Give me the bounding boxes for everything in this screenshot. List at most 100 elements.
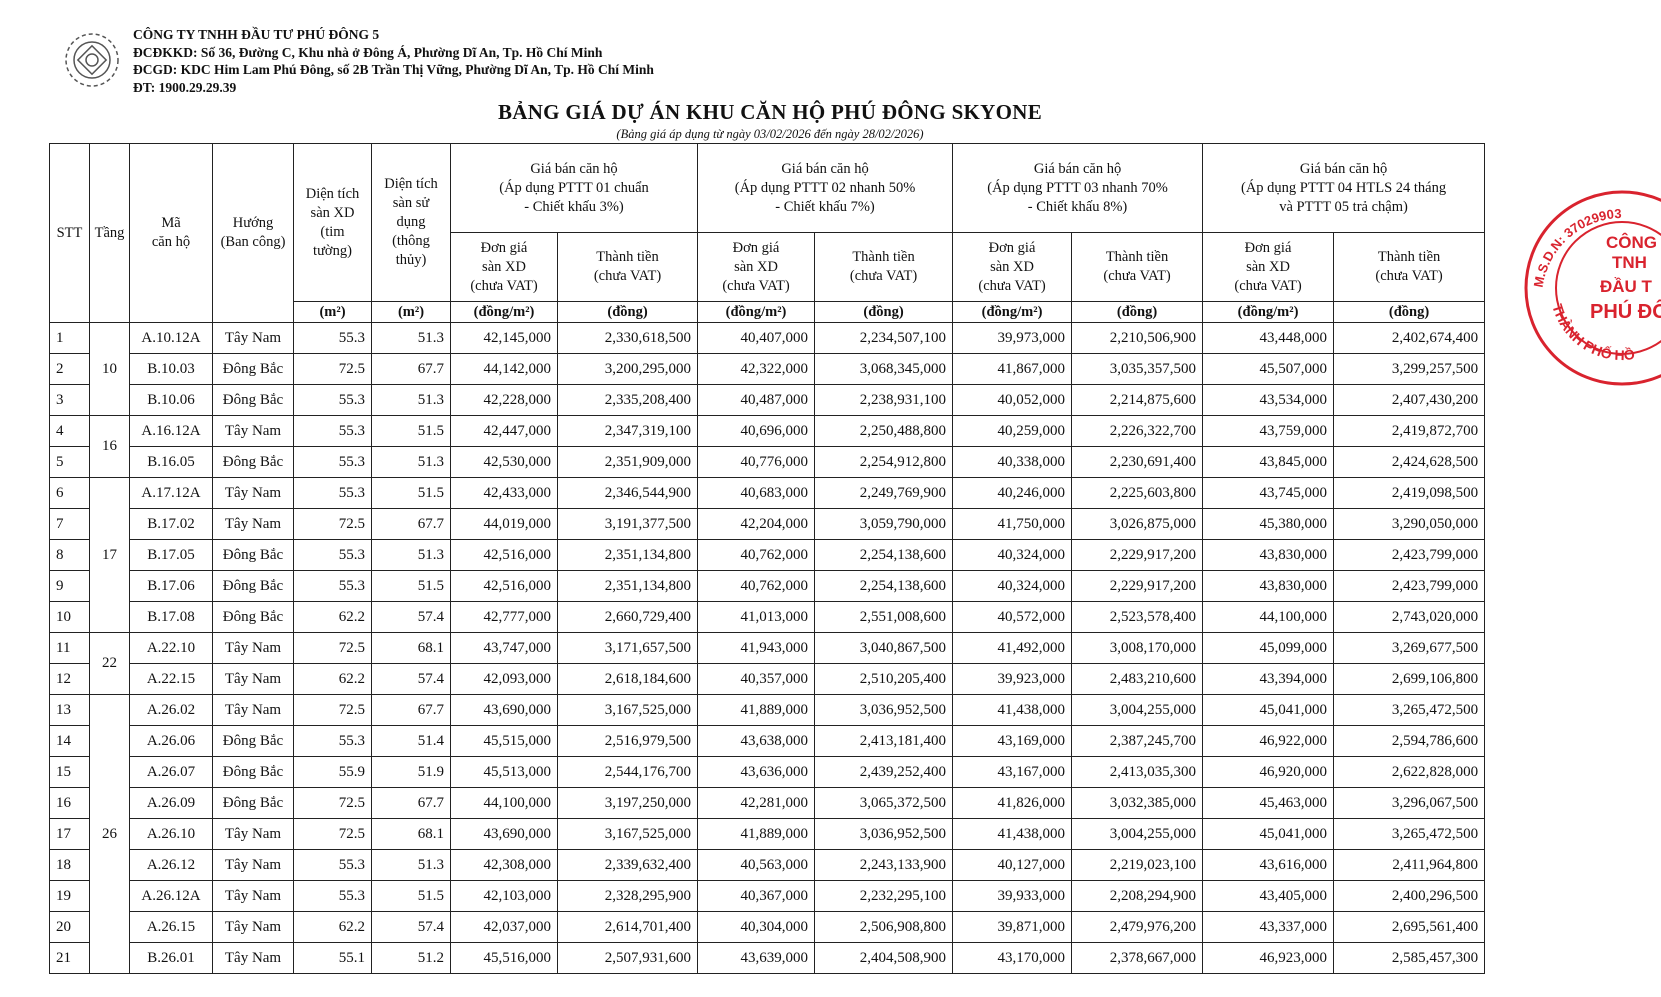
unit-code: A.22.15 bbox=[129, 663, 213, 695]
direction: Tây Nam bbox=[212, 663, 294, 695]
total-price: 3,200,295,000 bbox=[556, 353, 699, 385]
floor: 22 bbox=[89, 632, 130, 695]
total-price: 2,243,133,900 bbox=[814, 849, 954, 881]
usable-area: 51.3 bbox=[371, 322, 451, 354]
usable-area: 51.5 bbox=[371, 415, 451, 447]
unit-price: 44,142,000 bbox=[450, 353, 558, 385]
total-price: 2,551,008,600 bbox=[814, 601, 954, 633]
built-area: 55.3 bbox=[293, 446, 372, 478]
unit-price: 43,169,000 bbox=[952, 725, 1073, 757]
total-price: 2,585,457,300 bbox=[1333, 942, 1486, 974]
unit-price: 42,308,000 bbox=[450, 849, 558, 881]
header-line: (chưa VAT) bbox=[722, 277, 790, 294]
header-cell: Thành tiền (chưa VAT) bbox=[556, 232, 699, 302]
unit-price: 44,100,000 bbox=[450, 787, 558, 819]
unit-price: 39,973,000 bbox=[952, 322, 1073, 354]
total-price: 2,378,667,000 bbox=[1071, 942, 1204, 974]
total-price: 3,197,250,000 bbox=[556, 787, 699, 819]
usable-area: 51.3 bbox=[371, 384, 451, 416]
unit-code: B.17.08 bbox=[129, 601, 213, 633]
row-number: 17 bbox=[49, 818, 90, 850]
header-cell: Mã căn hộ bbox=[129, 143, 213, 323]
total-price: 2,249,769,900 bbox=[814, 477, 954, 509]
data-row: 17 A.26.10 Tây Nam 72.5 68.1 43,690,000 3,167,… bbox=[49, 818, 1486, 850]
direction: Tây Nam bbox=[212, 632, 294, 664]
header-line: (chưa VAT) bbox=[1375, 268, 1443, 284]
header-line: (chưa VAT) bbox=[1234, 277, 1302, 294]
header-line: Giá bán căn hộ bbox=[1299, 160, 1388, 177]
unit-cell: (đồng) bbox=[556, 301, 699, 323]
built-area: 72.5 bbox=[293, 694, 372, 726]
floor: 17 bbox=[89, 477, 130, 633]
header-line: Thành tiền bbox=[1105, 249, 1169, 265]
built-area: 62.2 bbox=[293, 601, 372, 633]
header-cell: Đơn giá sàn XD (chưa VAT) bbox=[952, 232, 1073, 302]
total-price: 3,265,472,500 bbox=[1333, 818, 1486, 850]
title: BẢNG GIÁ DỰ ÁN KHU CĂN HỘ PHÚ ĐÔNG SKYON… bbox=[497, 100, 1043, 124]
header-line: (chưa VAT) bbox=[1103, 268, 1171, 284]
direction: Đông Bắc bbox=[212, 353, 294, 385]
header-line: Đơn giá bbox=[988, 239, 1036, 256]
data-row: 21 B.26.01 Tây Nam 55.1 51.2 45,516,000 2,507,… bbox=[49, 942, 1486, 974]
total-price: 2,232,295,100 bbox=[814, 880, 954, 912]
built-area: 72.5 bbox=[293, 818, 372, 850]
header-line: Giá bán căn hộ bbox=[530, 160, 618, 177]
header-line: sàn sử bbox=[392, 195, 430, 211]
total-price: 2,254,912,800 bbox=[814, 446, 954, 478]
unit-price: 42,322,000 bbox=[697, 353, 816, 385]
unit-price: 42,777,000 bbox=[450, 601, 558, 633]
total-price: 2,743,020,000 bbox=[1333, 601, 1486, 633]
total-price: 2,387,245,700 bbox=[1071, 725, 1204, 757]
usable-area: 51.3 bbox=[371, 446, 451, 478]
unit-price: 39,933,000 bbox=[952, 880, 1073, 912]
row-number: 13 bbox=[49, 694, 90, 726]
total-price: 2,614,701,400 bbox=[556, 911, 699, 943]
total-price: 2,254,138,600 bbox=[814, 570, 954, 602]
unit-price: 43,690,000 bbox=[450, 818, 558, 850]
unit-price: 43,830,000 bbox=[1202, 539, 1335, 571]
unit-price: 41,750,000 bbox=[952, 508, 1073, 540]
header-line: sàn XD bbox=[1246, 258, 1290, 275]
unit-price: 41,438,000 bbox=[952, 818, 1073, 850]
total-price: 3,167,525,000 bbox=[556, 818, 699, 850]
direction: Tây Nam bbox=[212, 942, 294, 974]
direction: Đông Bắc bbox=[212, 570, 294, 602]
unit-price: 44,019,000 bbox=[450, 508, 558, 540]
unit-cell: (đồng/m²) bbox=[952, 301, 1073, 323]
built-area: 72.5 bbox=[293, 632, 372, 664]
total-price: 2,506,908,800 bbox=[814, 911, 954, 943]
built-area: 55.3 bbox=[293, 880, 372, 912]
total-price: 3,026,875,000 bbox=[1071, 508, 1204, 540]
price-group-header: Giá bán căn hộ (Áp dụng PTTT 02 nhanh 50%… bbox=[697, 143, 954, 233]
price-group-header: Giá bán căn hộ (Áp dụng PTTT 04 HTLS 24 t… bbox=[1202, 143, 1486, 233]
row-number: 11 bbox=[49, 632, 90, 664]
unit-code: A.26.07 bbox=[129, 756, 213, 788]
unit-cell: (đồng) bbox=[814, 301, 954, 323]
header-line: (Áp dụng PTTT 03 nhanh 70% bbox=[987, 179, 1168, 196]
unit-price: 39,871,000 bbox=[952, 911, 1073, 943]
direction: Tây Nam bbox=[212, 694, 294, 726]
header-cell: Thành tiền (chưa VAT) bbox=[1333, 232, 1486, 302]
unit-price: 41,492,000 bbox=[952, 632, 1073, 664]
total-price: 2,346,544,900 bbox=[556, 477, 699, 509]
usable-area: 51.5 bbox=[371, 477, 451, 509]
unit-price: 42,447,000 bbox=[450, 415, 558, 447]
unit-price: 40,367,000 bbox=[697, 880, 816, 912]
unit-code: B.17.05 bbox=[129, 539, 213, 571]
stamp-line: ĐẦU T bbox=[1600, 277, 1653, 296]
total-price: 2,351,134,800 bbox=[556, 570, 699, 602]
unit-code: A.26.10 bbox=[129, 818, 213, 850]
unit-price: 42,103,000 bbox=[450, 880, 558, 912]
data-row: 2 B.10.03 Đông Bắc 72.5 67.7 44,142,000 3,200,… bbox=[49, 353, 1486, 385]
unit-price: 45,041,000 bbox=[1202, 694, 1335, 726]
unit-price: 40,324,000 bbox=[952, 539, 1073, 571]
total-price: 2,439,252,400 bbox=[814, 756, 954, 788]
data-row: 10 B.17.08 Đông Bắc 62.2 57.4 42,777,000 2,660… bbox=[49, 601, 1486, 633]
header-cell: Hướng (Ban công) bbox=[212, 143, 294, 323]
company-name: CÔNG TY TNHH ĐẦU TƯ PHÚ ĐÔNG 5 bbox=[133, 27, 380, 42]
usable-area: 51.4 bbox=[371, 725, 451, 757]
row-number: 16 bbox=[49, 787, 90, 819]
total-price: 2,339,632,400 bbox=[556, 849, 699, 881]
total-price: 2,328,295,900 bbox=[556, 880, 699, 912]
row-number: 8 bbox=[49, 539, 90, 571]
